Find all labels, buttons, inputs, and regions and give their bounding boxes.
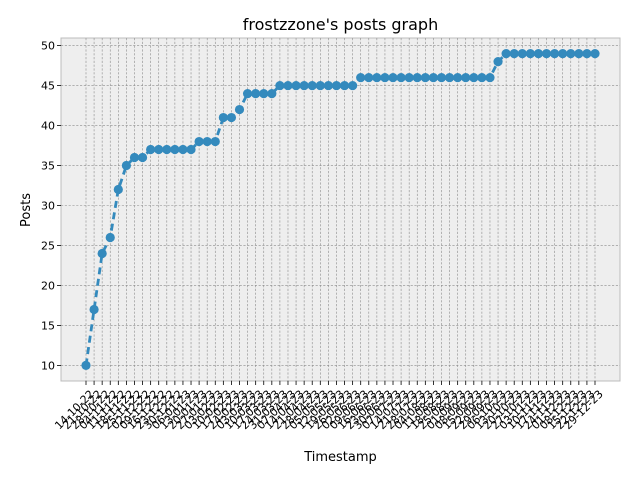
data-point <box>364 72 374 83</box>
data-point <box>299 80 309 91</box>
data-point <box>146 144 156 155</box>
data-point <box>331 80 342 91</box>
data-point <box>283 80 293 91</box>
data-point <box>129 152 140 163</box>
data-point <box>242 88 253 99</box>
data-point <box>348 80 358 91</box>
data-point <box>574 48 584 59</box>
y-tick-label: 45 <box>41 80 55 93</box>
data-point <box>81 360 91 371</box>
data-point <box>493 56 503 67</box>
grid-layer <box>61 38 620 381</box>
data-point <box>436 72 447 83</box>
data-point <box>566 48 576 59</box>
data-point <box>113 184 123 195</box>
data-point <box>590 48 600 59</box>
y-axis: 10 15 20 25 30 35 40 45 50 <box>41 40 61 372</box>
data-point <box>412 72 422 83</box>
x-axis-label: Timestamp <box>303 450 377 465</box>
data-point <box>533 48 544 59</box>
data-point <box>444 72 455 83</box>
data-point <box>461 72 471 83</box>
data-point <box>307 80 317 91</box>
data-point <box>210 136 220 147</box>
data-point <box>517 48 527 59</box>
data-point <box>218 112 228 123</box>
data-point <box>380 72 390 83</box>
data-point <box>404 72 414 83</box>
data-point <box>428 72 439 83</box>
data-point <box>501 48 511 59</box>
data-point <box>105 232 115 243</box>
data-point <box>485 72 495 83</box>
y-tick-label: 30 <box>41 200 55 213</box>
y-tick-label: 15 <box>41 319 55 332</box>
data-point <box>154 144 164 155</box>
data-point <box>234 104 245 115</box>
y-tick-label: 50 <box>41 40 55 53</box>
data-point <box>202 136 212 147</box>
data-point <box>477 72 487 83</box>
data-point <box>251 88 261 99</box>
data-point <box>194 136 204 147</box>
data-point <box>89 304 99 315</box>
data-point <box>525 48 535 59</box>
data-point <box>550 48 560 59</box>
data-point <box>186 144 196 155</box>
y-tick-label: 35 <box>41 160 55 173</box>
data-point <box>372 72 382 83</box>
data-point <box>388 72 398 83</box>
data-point <box>259 88 269 99</box>
data-point <box>162 144 172 155</box>
data-point <box>170 144 180 155</box>
x-axis: 14-10-2221-10-2228-10-2204-11-2211-11-22… <box>52 381 606 432</box>
data-point <box>582 48 592 59</box>
data-point <box>469 72 479 83</box>
data-point <box>453 72 463 83</box>
data-point <box>541 48 552 59</box>
y-tick-label: 10 <box>41 359 55 372</box>
data-point <box>558 48 568 59</box>
data-point <box>178 144 188 155</box>
data-point <box>420 72 430 83</box>
y-tick-label: 40 <box>41 120 55 133</box>
data-point <box>396 72 406 83</box>
y-tick-label: 25 <box>41 239 55 252</box>
data-point <box>267 88 277 99</box>
y-axis-label: Posts <box>19 193 34 227</box>
plot-area <box>60 37 621 382</box>
y-tick-label: 20 <box>41 279 55 292</box>
data-point <box>356 72 366 83</box>
data-point <box>323 80 333 91</box>
data-point <box>339 80 350 91</box>
data-point <box>97 248 107 259</box>
data-points <box>81 48 600 371</box>
data-point <box>509 48 519 59</box>
data-point <box>226 112 237 123</box>
data-point <box>275 80 285 91</box>
data-point <box>315 80 325 91</box>
data-point <box>121 160 131 171</box>
chart-title: frostzzone's posts graph <box>243 15 438 34</box>
data-point <box>137 152 148 163</box>
data-point <box>291 80 301 91</box>
